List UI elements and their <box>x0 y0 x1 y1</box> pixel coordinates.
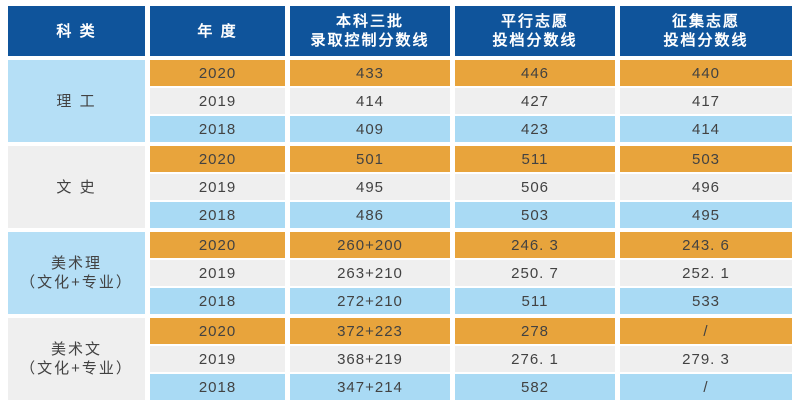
year-cell: 2019 <box>150 174 285 200</box>
category-label-line: （文化+专业） <box>20 274 133 291</box>
category-cell: 美术文 （文化+专业） <box>8 318 145 400</box>
header-collect-line2: 投档分数线 <box>663 32 749 49</box>
category-cell: 理 工 <box>8 60 145 142</box>
score-cell: 250. 7 <box>455 260 615 286</box>
category-group: 文 史 2020 501 511 503 2019 495 506 496 2018 486 503 4… <box>8 146 792 228</box>
score-cell: 372+223 <box>290 318 450 344</box>
year-cell: 2020 <box>150 318 285 344</box>
score-cell: 511 <box>455 146 615 172</box>
year-cell: 2019 <box>150 88 285 114</box>
category-label-line: 文 史 <box>56 178 97 196</box>
score-cell: 260+200 <box>290 232 450 258</box>
score-cell: / <box>620 374 792 400</box>
category-cell: 文 史 <box>8 146 145 228</box>
year-cell: 2020 <box>150 232 285 258</box>
score-cell: 276. 1 <box>455 346 615 372</box>
category-label-line: 理 工 <box>56 92 97 110</box>
year-cell: 2019 <box>150 260 285 286</box>
year-cell: 2019 <box>150 346 285 372</box>
score-cell: 495 <box>290 174 450 200</box>
score-cell: 496 <box>620 174 792 200</box>
header-parallel-line2: 投档分数线 <box>492 32 578 49</box>
year-cell: 2018 <box>150 374 285 400</box>
header-category-label: 科 类 <box>56 22 97 40</box>
score-cell: / <box>620 318 792 344</box>
score-cell: 243. 6 <box>620 232 792 258</box>
score-cell: 511 <box>455 288 615 314</box>
header-collect-line1: 征集志愿 <box>671 13 740 30</box>
score-cell: 495 <box>620 202 792 228</box>
score-table: 科 类 年 度 本科三批 录取控制分数线 平行志愿 投档分数线 征集志愿 投档分… <box>8 6 792 400</box>
header-parallel-volunteer-line: 平行志愿 投档分数线 <box>455 6 615 56</box>
category-label-line: （文化+专业） <box>20 360 133 377</box>
score-cell: 503 <box>455 202 615 228</box>
score-cell: 582 <box>455 374 615 400</box>
score-cell: 506 <box>455 174 615 200</box>
score-cell: 414 <box>620 116 792 142</box>
category-group: 理 工 2020 433 446 440 2019 414 427 417 2018 409 423 4… <box>8 60 792 142</box>
category-label-line: 美术文 <box>50 341 102 358</box>
header-batch3-control-line: 本科三批 录取控制分数线 <box>290 6 450 56</box>
category-group: 美术文 （文化+专业） 2020 372+223 278/2019 368+219 276.… <box>8 318 792 400</box>
year-cell: 2018 <box>150 202 285 228</box>
score-cell: 423 <box>455 116 615 142</box>
table-body: 理 工 2020 433 446 440 2019 414 427 417 2018 409 423 4… <box>8 60 792 400</box>
score-cell: 503 <box>620 146 792 172</box>
header-year: 年 度 <box>150 6 285 56</box>
score-cell: 501 <box>290 146 450 172</box>
score-cell: 433 <box>290 60 450 86</box>
score-cell: 446 <box>455 60 615 86</box>
score-cell: 533 <box>620 288 792 314</box>
header-batch3-line2: 录取控制分数线 <box>310 32 430 49</box>
year-cell: 2020 <box>150 60 285 86</box>
score-cell: 278 <box>455 318 615 344</box>
score-cell: 252. 1 <box>620 260 792 286</box>
header-collect-volunteer-line: 征集志愿 投档分数线 <box>620 6 792 56</box>
score-cell: 486 <box>290 202 450 228</box>
table-header-row: 科 类 年 度 本科三批 录取控制分数线 平行志愿 投档分数线 征集志愿 投档分… <box>8 6 792 56</box>
year-cell: 2018 <box>150 116 285 142</box>
category-cell: 美术理 （文化+专业） <box>8 232 145 314</box>
category-label-line: 美术理 <box>50 255 102 272</box>
score-cell: 263+210 <box>290 260 450 286</box>
year-cell: 2018 <box>150 288 285 314</box>
score-cell: 347+214 <box>290 374 450 400</box>
header-category: 科 类 <box>8 6 145 56</box>
score-cell: 368+219 <box>290 346 450 372</box>
score-cell: 440 <box>620 60 792 86</box>
year-cell: 2020 <box>150 146 285 172</box>
score-cell: 417 <box>620 88 792 114</box>
category-group: 美术理 （文化+专业） 2020 260+200 246. 3 243. 6 2019 263… <box>8 232 792 314</box>
header-year-label: 年 度 <box>197 22 238 40</box>
score-cell: 427 <box>455 88 615 114</box>
header-parallel-line1: 平行志愿 <box>500 13 569 30</box>
score-cell: 279. 3 <box>620 346 792 372</box>
score-cell: 414 <box>290 88 450 114</box>
score-cell: 272+210 <box>290 288 450 314</box>
score-cell: 246. 3 <box>455 232 615 258</box>
header-batch3-line1: 本科三批 <box>335 13 404 30</box>
score-cell: 409 <box>290 116 450 142</box>
